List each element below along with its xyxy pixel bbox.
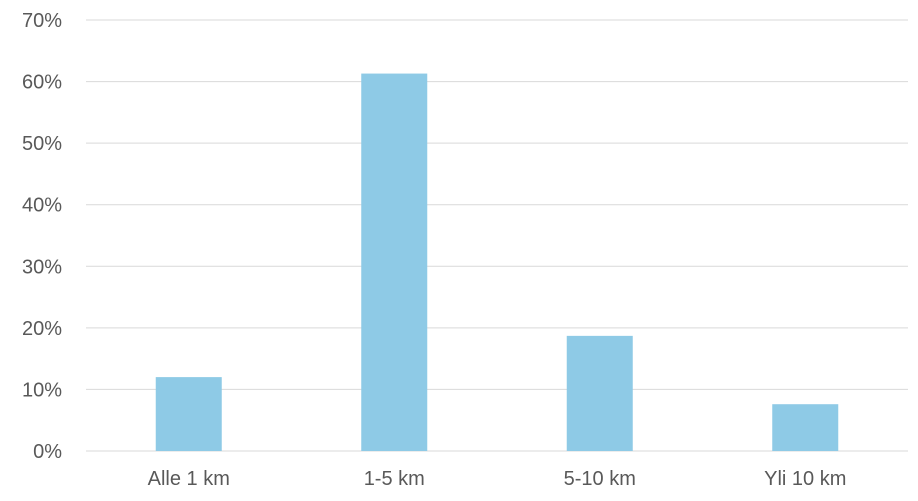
bar (361, 73, 428, 452)
y-tick-label: 50% (22, 133, 62, 155)
x-tick-label: Alle 1 km (148, 468, 230, 490)
bar (772, 404, 839, 451)
y-tick-label: 30% (22, 256, 62, 278)
y-tick-label: 40% (22, 195, 62, 217)
x-tick-label: Yli 10 km (764, 468, 846, 490)
gridlines (86, 19, 908, 452)
y-tick-label: 20% (22, 318, 62, 340)
x-axis-tick-labels: Alle 1 km 1-5 km 5-10 km Yli 10 km (148, 468, 847, 490)
y-tick-label: 0% (33, 441, 62, 463)
y-tick-label: 10% (22, 379, 62, 401)
bar (155, 377, 222, 451)
bars (155, 73, 839, 452)
bar (566, 335, 633, 451)
y-axis-tick-labels: 0% 10% 20% 30% 40% 50% 60% 70% (22, 10, 62, 463)
y-tick-label: 70% (22, 10, 62, 32)
y-tick-label: 60% (22, 72, 62, 94)
x-tick-label: 5-10 km (564, 468, 636, 490)
x-tick-label: 1-5 km (364, 468, 425, 490)
